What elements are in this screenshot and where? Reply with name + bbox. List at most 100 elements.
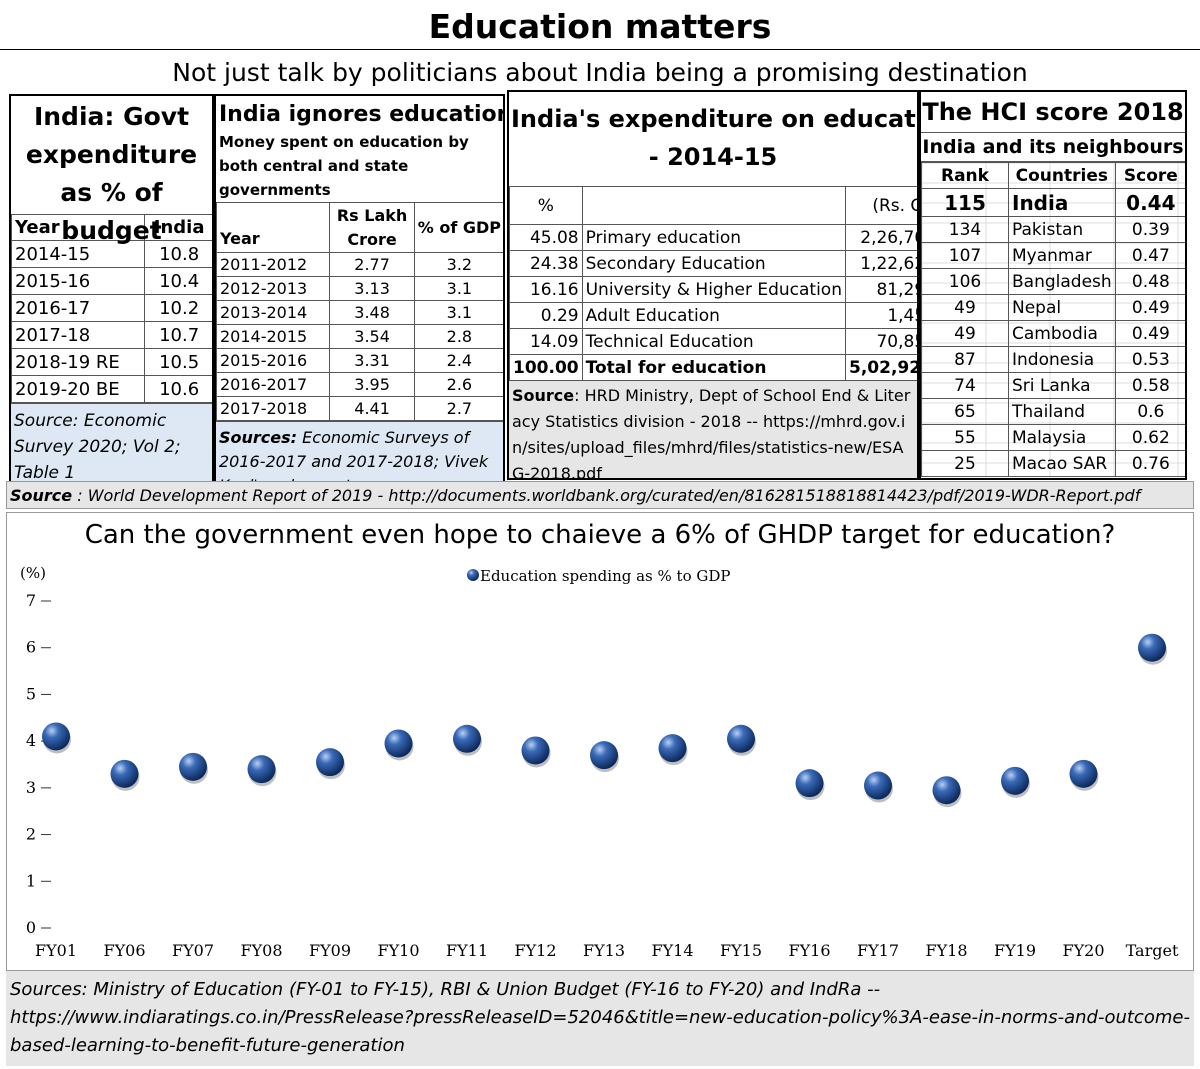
col-lakh-line1: Rs Lakh xyxy=(336,205,408,225)
table-row: 134 Pakistan 0.39 xyxy=(921,216,1185,243)
total-pct: 100.00 xyxy=(509,354,583,381)
expenditure-title-line1: India's expenditure on education - xyxy=(511,105,917,133)
chart-sources: Sources: Ministry of Education (FY-01 to… xyxy=(6,970,1194,1066)
country-cell: Sri Lanka xyxy=(1008,372,1116,399)
x-tick-label: FY20 xyxy=(1062,941,1104,960)
col-crore-header: (Rs. Crore) xyxy=(844,186,917,225)
table-row: 55 Malaysia 0.62 xyxy=(921,424,1185,451)
hci-score-panel: The HCI score 2018 India and its neighbo… xyxy=(919,90,1187,480)
x-tick-label: FY16 xyxy=(788,941,830,960)
gdp-cell: 2.6 xyxy=(413,372,503,397)
score-cell: 0.49 xyxy=(1114,294,1185,321)
gdp-share-panel: India ignores education Money spent on e… xyxy=(214,94,505,485)
gdp-share-source: Sources: Economic Surveys of 2016-2017 a… xyxy=(216,421,503,483)
data-point xyxy=(384,729,413,758)
data-point xyxy=(521,736,550,765)
x-tick-label: FY15 xyxy=(720,941,762,960)
pct-cell: 16.16 xyxy=(509,276,583,303)
year-cell: 2013-2014 xyxy=(216,300,331,325)
data-point xyxy=(179,752,207,781)
score-cell: 0.39 xyxy=(1114,216,1185,243)
lakh-cell: 3.13 xyxy=(329,276,415,301)
table-row: 2017-18 10.7 xyxy=(11,321,212,349)
budget-share-title: India: Govt expenditure as % of budget xyxy=(11,96,212,245)
x-tick-label: FY11 xyxy=(446,941,488,960)
hci-subtitle: India and its neighbours xyxy=(921,133,1185,162)
year-cell: 2016-17 xyxy=(11,294,146,322)
data-point xyxy=(110,759,139,788)
y-tick-label: 1 xyxy=(26,871,36,890)
rank-cell: 134 xyxy=(921,216,1009,243)
wdr-source-label: Source xyxy=(10,486,73,505)
budget-share-source: Source: Economic Survey 2020; Vol 2; Tab… xyxy=(11,403,212,483)
gdp-cell: 3.2 xyxy=(413,252,503,277)
source-text: Economic Surveys of 2016-2017 and 2017-2… xyxy=(219,428,489,483)
col-rank-header: Rank xyxy=(921,162,1009,189)
lakh-cell: 2.77 xyxy=(329,252,415,277)
year-cell: 2014-2015 xyxy=(216,324,331,349)
wdr-source: Source : World Development Report of 201… xyxy=(6,481,1194,509)
col-lakh-crore-header: Rs Lakh Crore xyxy=(329,202,415,253)
table-row: 106 Bangladesh 0.48 xyxy=(921,268,1185,295)
x-tick-label: FY13 xyxy=(583,941,625,960)
item-cell: University & Higher Education xyxy=(581,276,847,303)
table-row: 65 Thailand 0.6 xyxy=(921,398,1185,425)
rank-cell: 107 xyxy=(921,242,1009,269)
budget-share-title-line2: expenditure xyxy=(25,140,198,169)
crore-cell: 1,456.12 xyxy=(844,302,917,329)
data-point xyxy=(590,741,618,770)
table-row: 2013-2014 3.48 3.1 xyxy=(216,300,503,325)
total-crore: 5,02,928.76 xyxy=(844,354,917,381)
expenditure-title-line2: - 2014-15 xyxy=(648,143,778,171)
country-cell: Indonesia xyxy=(1008,346,1116,373)
year-cell: 2011-2012 xyxy=(216,252,331,277)
lakh-cell: 3.31 xyxy=(329,348,415,373)
table-row: 74 Sri Lanka 0.58 xyxy=(921,372,1185,399)
rank-cell: 115 xyxy=(921,188,1009,217)
data-point xyxy=(247,755,276,784)
source-text: : HRD Ministry, Dept of School End & Lit… xyxy=(512,386,911,480)
score-cell: 0.53 xyxy=(1114,346,1185,373)
data-point xyxy=(1138,633,1166,662)
col-score-header: Score xyxy=(1114,162,1185,189)
table-row: 2019-20 BE 10.6 xyxy=(11,375,212,403)
value-cell: 10.5 xyxy=(144,348,212,376)
total-item: Total for education xyxy=(581,354,847,381)
legend-marker xyxy=(467,569,479,581)
data-point xyxy=(316,748,344,777)
pct-cell: 24.38 xyxy=(509,250,583,277)
value-cell: 10.4 xyxy=(144,267,212,295)
table-row: 2018-19 RE 10.5 xyxy=(11,348,212,376)
gdp-cell: 2.4 xyxy=(413,348,503,373)
table-row: 2015-16 10.4 xyxy=(11,267,212,295)
col-gdp-header: % of GDP xyxy=(413,202,503,253)
country-cell: Malaysia xyxy=(1008,424,1116,451)
legend-label: Education spending as % to GDP xyxy=(480,567,730,585)
score-cell: 0.76 xyxy=(1114,450,1185,477)
budget-share-table: Year India 2014-15 10.8 2015-16 10.4 2016-17… xyxy=(11,214,212,403)
item-cell: Primary education xyxy=(581,224,847,251)
lakh-cell: 4.41 xyxy=(329,396,415,421)
table-row: 25 Macao SAR 0.76 xyxy=(921,450,1185,477)
x-tick-label: FY08 xyxy=(240,941,282,960)
wdr-source-text: : World Development Report of 2019 - htt… xyxy=(72,486,1141,505)
total-row: 100.00 Total for education 5,02,928.76 xyxy=(509,354,917,381)
x-tick-label: FY01 xyxy=(35,941,77,960)
table-row: 2014-2015 3.54 2.8 xyxy=(216,324,503,349)
value-cell: 10.7 xyxy=(144,321,212,349)
item-cell: Secondary Education xyxy=(581,250,847,277)
pct-cell: 0.29 xyxy=(509,302,583,329)
year-cell: 2015-16 xyxy=(11,267,146,295)
gdp-share-title: India ignores education xyxy=(219,102,505,127)
x-tick-label: Target xyxy=(1126,941,1179,960)
country-cell: Cambodia xyxy=(1008,320,1116,347)
table-row: 107 Myanmar 0.47 xyxy=(921,242,1185,269)
hci-title: The HCI score 2018 xyxy=(921,92,1185,133)
expenditure-source: Source: HRD Ministry, Dept of School End… xyxy=(509,381,917,480)
rank-cell: 55 xyxy=(921,424,1009,451)
col-lakh-line2: Crore xyxy=(347,229,397,249)
x-tick-label: FY10 xyxy=(377,941,419,960)
year-cell: 2019-20 BE xyxy=(11,375,146,403)
legend: Education spending as % to GDP xyxy=(467,567,730,585)
